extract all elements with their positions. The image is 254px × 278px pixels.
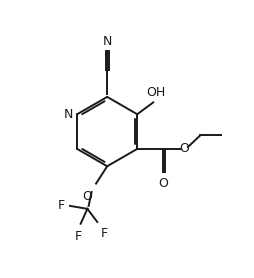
Text: F: F bbox=[101, 227, 108, 240]
Text: F: F bbox=[58, 199, 65, 212]
Text: N: N bbox=[63, 108, 73, 121]
Text: F: F bbox=[75, 230, 82, 244]
Text: O: O bbox=[179, 142, 189, 155]
Text: O: O bbox=[158, 177, 168, 190]
Text: O: O bbox=[83, 190, 92, 203]
Text: N: N bbox=[103, 35, 112, 48]
Text: OH: OH bbox=[146, 86, 165, 99]
